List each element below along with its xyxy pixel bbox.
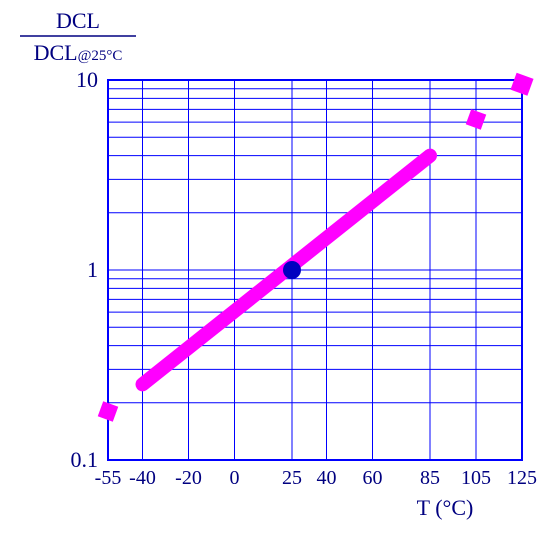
y-title-numerator: DCL: [56, 8, 100, 33]
x-tick-label: 85: [420, 467, 440, 489]
x-tick-label: 125: [507, 467, 537, 489]
x-tick-label: 25: [282, 467, 302, 489]
reference-point: [283, 261, 301, 279]
x-tick-label: -20: [175, 467, 202, 489]
dcl-temperature-chart: -55-40-200254060851051250.1110T (°C)DCLD…: [0, 0, 544, 535]
x-tick-label: -40: [129, 467, 156, 489]
y-tick-label: 0.1: [71, 447, 99, 472]
chart-svg: -55-40-200254060851051250.1110T (°C)DCLD…: [0, 0, 544, 535]
y-tick-label: 1: [87, 257, 98, 282]
x-axis-label: T (°C): [417, 495, 474, 520]
x-tick-label: 0: [230, 467, 240, 489]
x-tick-label: -55: [95, 467, 122, 489]
y-tick-label: 10: [76, 67, 98, 92]
x-tick-label: 60: [363, 467, 383, 489]
x-tick-label: 40: [317, 467, 337, 489]
x-tick-label: 105: [461, 467, 491, 489]
